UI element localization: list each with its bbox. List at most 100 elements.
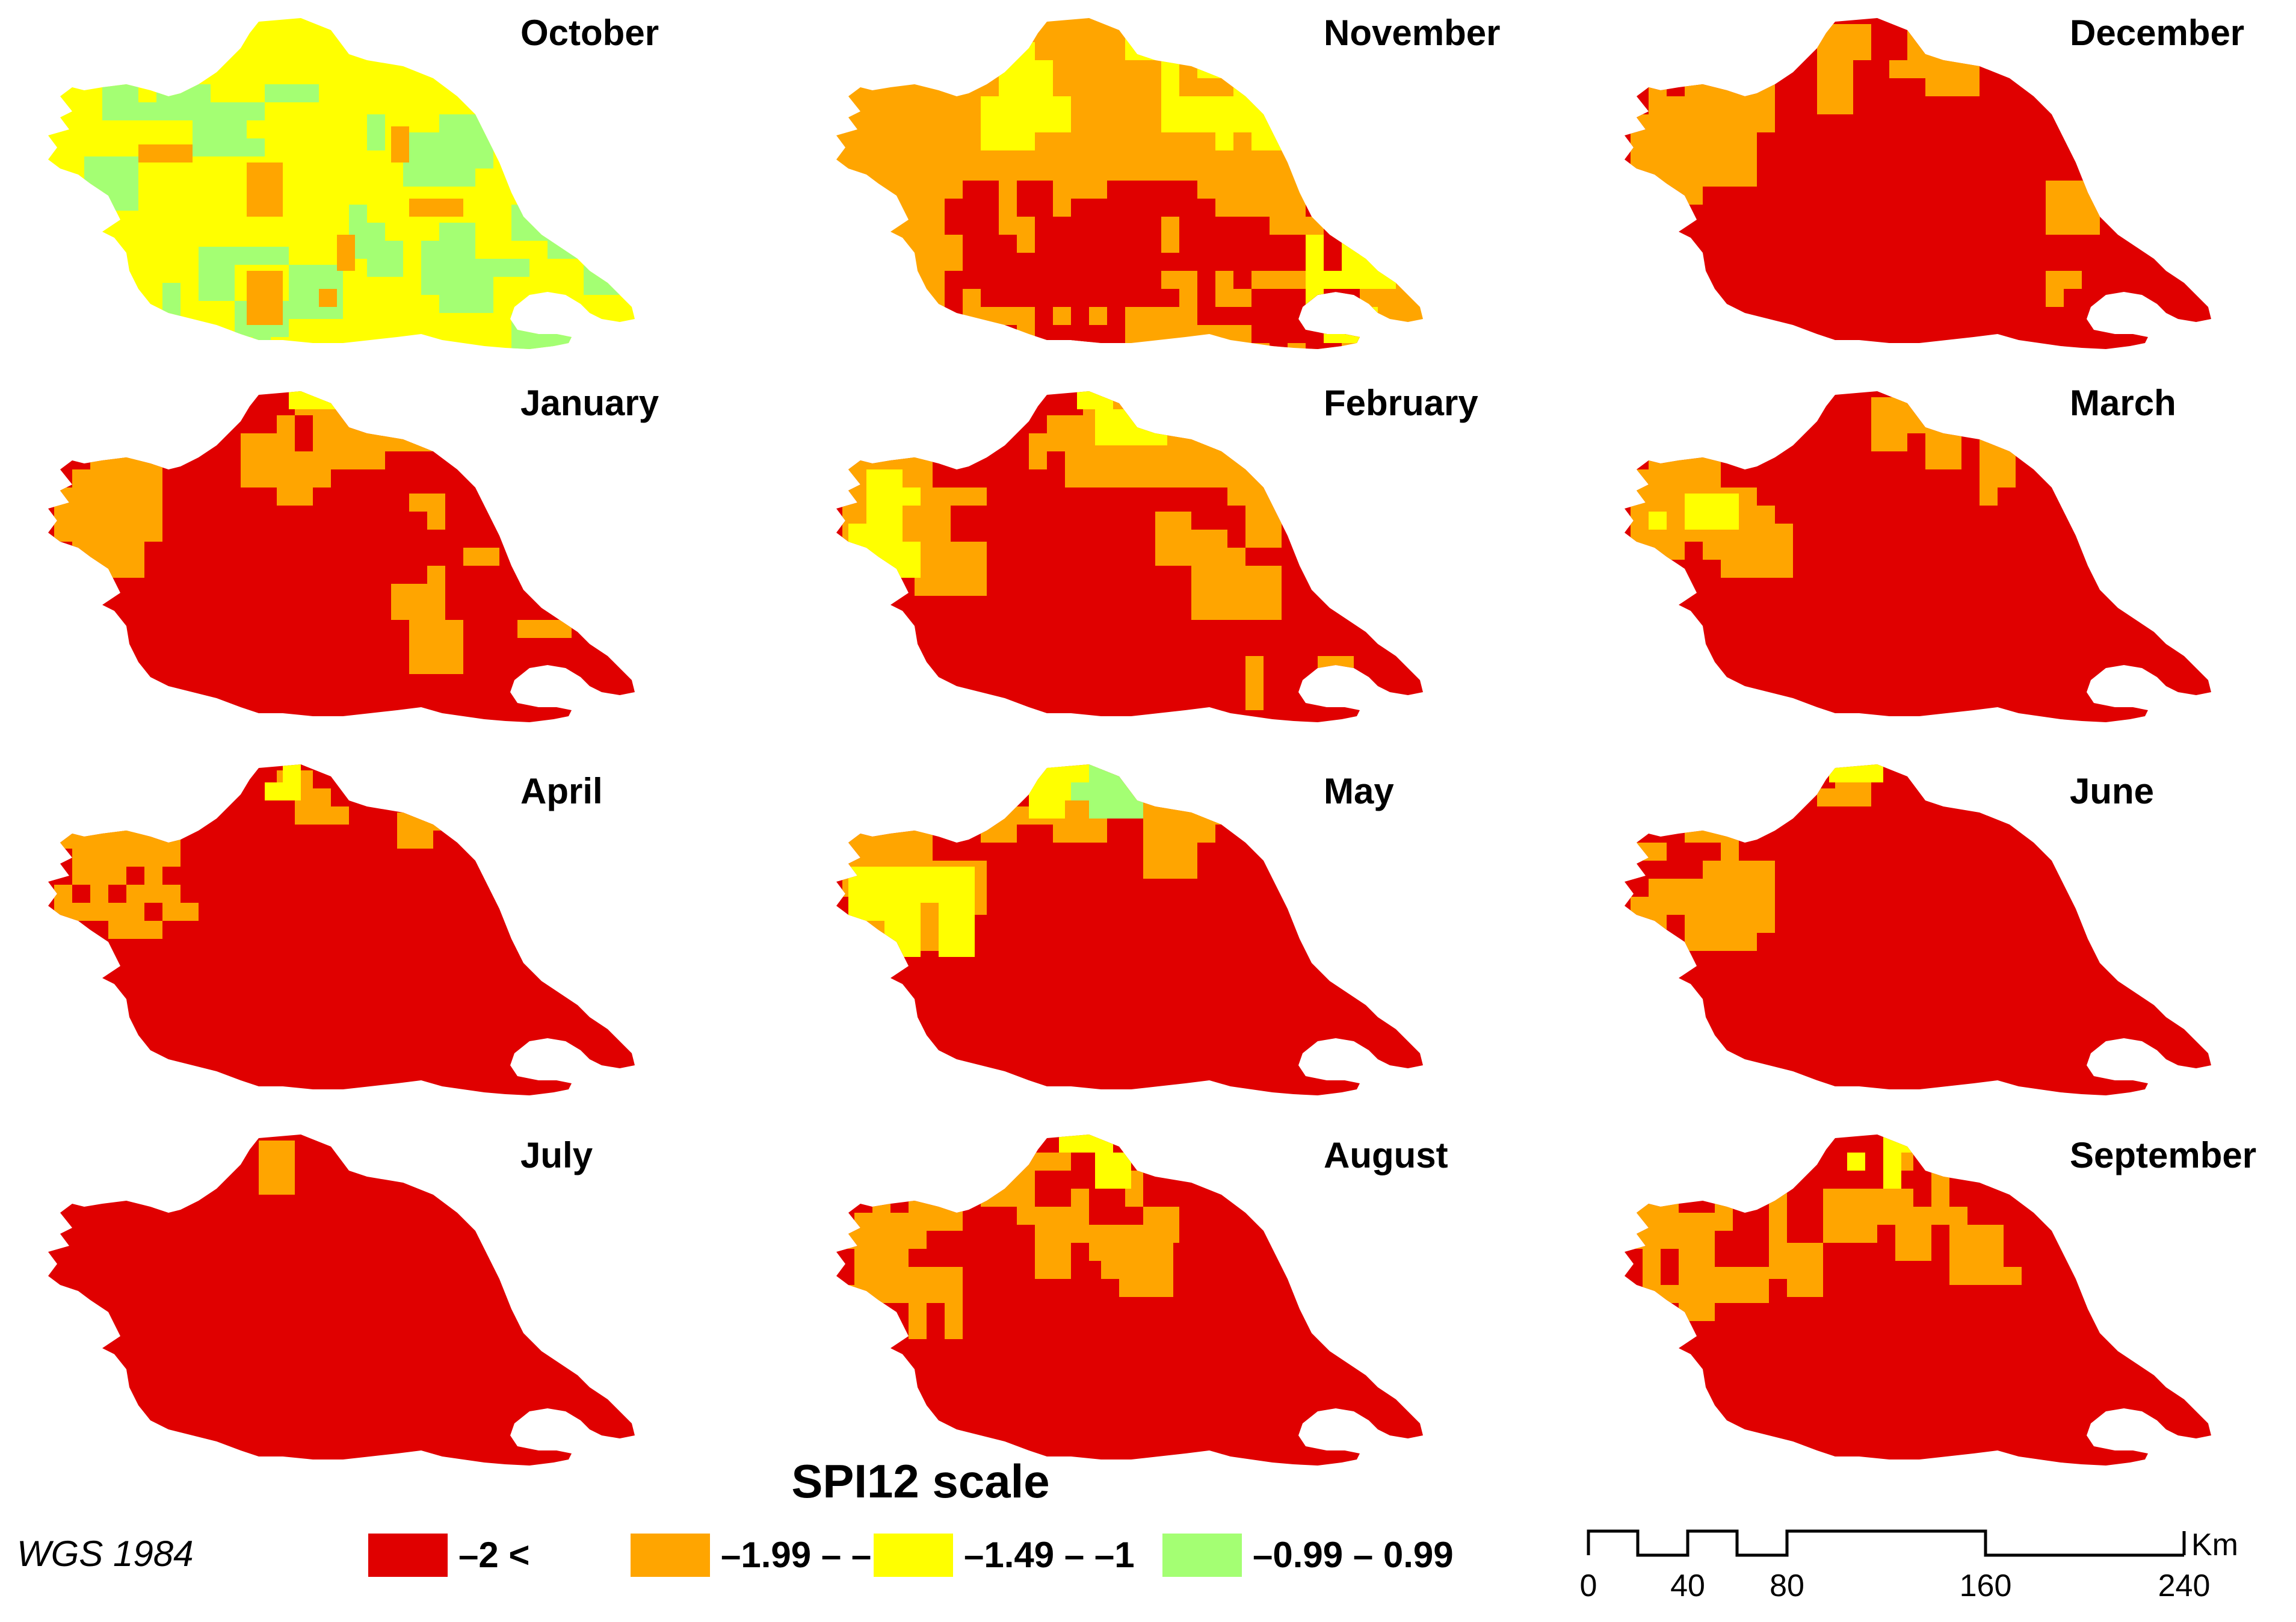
grid-cell — [1631, 843, 1667, 861]
grid-cell — [84, 156, 138, 211]
grid-cell — [1245, 433, 1300, 469]
grid-cell — [1035, 307, 1053, 349]
grid-cell — [1625, 1213, 1643, 1231]
month-map-october: October — [48, 13, 659, 349]
grid-cell — [1649, 150, 1703, 205]
grid-cell — [1841, 1189, 1877, 1207]
grid-cell — [1179, 199, 1215, 253]
grid-cell — [1251, 806, 1288, 825]
grid-cell — [1847, 1153, 1865, 1171]
grid-cell — [439, 397, 457, 433]
grid-cell — [90, 451, 144, 469]
grid-cell — [1197, 770, 1251, 806]
grid-cell — [1895, 1207, 1931, 1261]
grid-cell — [385, 241, 403, 277]
grid-cell — [1209, 530, 1227, 548]
month-map-december: December — [1625, 13, 2244, 349]
grid-cell — [1342, 235, 1360, 271]
scale-unit: Km — [2191, 1528, 2238, 1562]
legend-items: –2 < –1.99 – –1.5 –1.49 – –1 –0.99 – 0.99 — [368, 1534, 1454, 1577]
grid-cell — [1318, 656, 1354, 674]
scale-tick-label: 40 — [1670, 1568, 1705, 1603]
grid-cell — [1197, 825, 1215, 843]
grid-cell — [349, 397, 385, 415]
grid-cell — [1324, 271, 1360, 289]
grid-cell — [511, 205, 529, 241]
grid-cell — [1306, 199, 1360, 217]
grid-cell — [1095, 1153, 1131, 1189]
grid-cell — [463, 548, 499, 566]
grid-cell — [247, 163, 283, 217]
grid-cell — [1197, 307, 1251, 325]
grid-cell — [1817, 42, 1835, 78]
month-label: June — [2070, 771, 2154, 811]
grid-cell — [1251, 289, 1270, 343]
grid-cell — [1161, 253, 1197, 271]
scale-tick-label: 0 — [1580, 1568, 1597, 1603]
grid-cell — [295, 806, 349, 825]
grid-cell — [1173, 433, 1209, 451]
grid-cell — [126, 885, 181, 903]
grid-cell — [981, 235, 999, 271]
grid-cell — [1817, 788, 1853, 806]
grid-cell — [1679, 1231, 1715, 1267]
grid-cell — [265, 782, 301, 800]
grid-cell — [584, 96, 635, 150]
month-map-january: January — [48, 383, 659, 722]
grid-cell — [866, 469, 903, 524]
grid-cell — [102, 102, 120, 120]
grid-cell — [1245, 656, 1264, 710]
grid-cell — [1306, 289, 1324, 325]
grid-cell — [963, 325, 981, 349]
legend-swatch — [631, 1534, 710, 1577]
grid-cell — [108, 903, 144, 939]
grid-cell — [1209, 397, 1227, 415]
grid-cell — [1270, 253, 1306, 271]
grid-cell — [1306, 343, 1342, 349]
grid-cell — [1029, 433, 1047, 469]
grid-cell — [1197, 253, 1215, 307]
grid-cell — [439, 433, 475, 451]
grid-cell — [1703, 150, 1757, 187]
region-base — [48, 1134, 635, 1466]
grid-cell — [1306, 235, 1324, 289]
grid-cell — [999, 325, 1017, 349]
grid-cell — [1360, 217, 1414, 253]
grid-cell — [1053, 325, 1071, 349]
month-label: May — [1324, 771, 1394, 811]
grid-cell — [1324, 307, 1378, 343]
grid-cell — [1161, 42, 1179, 96]
legend-label: –2 < — [458, 1535, 529, 1575]
grid-cell — [259, 1141, 295, 1195]
grid-cell — [1077, 391, 1113, 409]
grid-cell — [963, 217, 981, 253]
grid-cell — [872, 1195, 890, 1249]
grid-cell — [1739, 915, 1757, 951]
grid-cell — [307, 391, 343, 409]
grid-cell — [1035, 199, 1053, 217]
grid-cell — [1215, 788, 1270, 825]
grid-cell — [535, 512, 590, 566]
grid-cell — [457, 433, 475, 469]
grid-cell — [1667, 96, 1703, 114]
month-label: August — [1324, 1135, 1448, 1175]
scale-tick-label: 80 — [1770, 1568, 1804, 1603]
grid-cell — [1071, 199, 1125, 235]
grid-cell — [1829, 764, 1883, 782]
grid-cell — [1251, 42, 1306, 60]
grid-cell — [1715, 1267, 1769, 1303]
grid-cell — [391, 584, 445, 620]
grid-cell — [896, 451, 933, 469]
grid-cell — [981, 1171, 1035, 1189]
grid-cell — [945, 307, 963, 325]
grid-cell — [848, 867, 884, 921]
grid-cell — [999, 253, 1035, 271]
grid-cell — [1883, 1134, 1901, 1189]
grid-cell — [566, 205, 620, 223]
grid-cell — [493, 433, 529, 488]
grid-cell — [397, 813, 433, 849]
month-map-march: March — [1625, 383, 2211, 722]
grid-cell — [1245, 433, 1264, 451]
month-map-september: September — [1625, 1134, 2256, 1466]
